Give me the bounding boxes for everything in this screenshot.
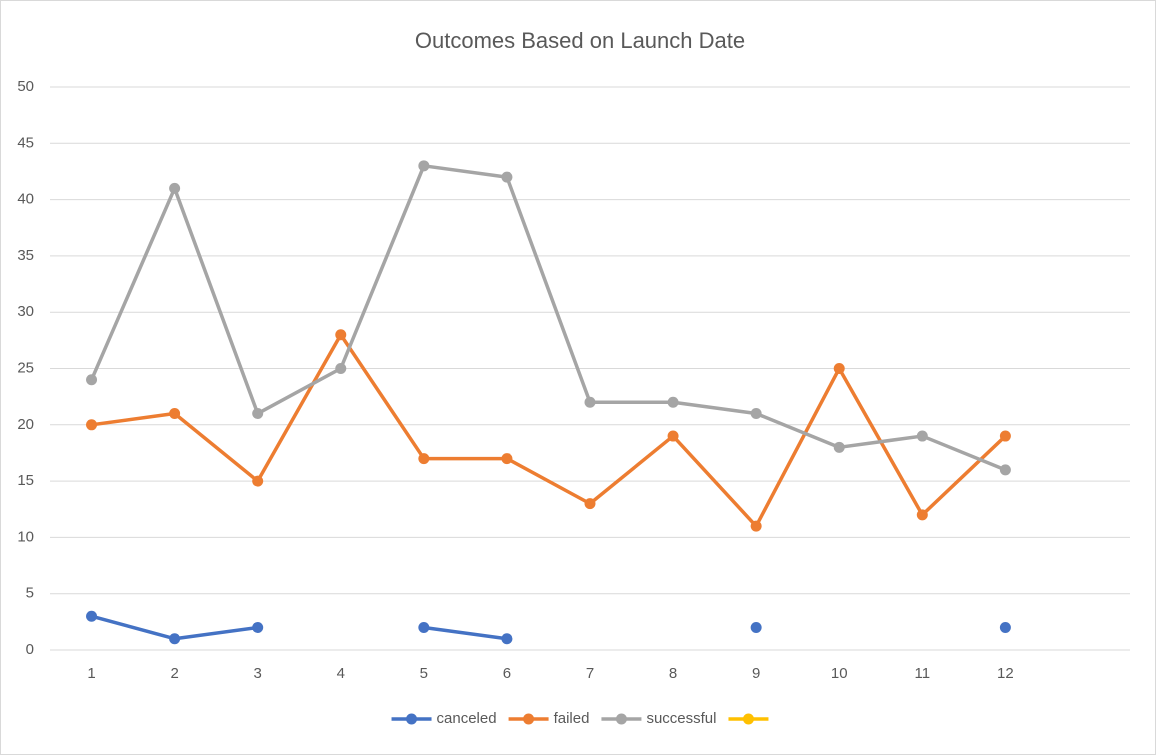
data-point <box>833 441 845 453</box>
x-tick-label: 7 <box>586 665 594 682</box>
data-point <box>584 498 596 510</box>
x-tick-label: 12 <box>997 665 1014 682</box>
data-point <box>916 509 928 521</box>
y-tick-label: 25 <box>17 359 34 376</box>
data-point <box>86 610 98 622</box>
x-tick-label: 3 <box>254 665 262 682</box>
data-point <box>418 160 430 172</box>
y-tick-label: 10 <box>17 528 34 545</box>
legend-marker <box>742 713 754 725</box>
data-point <box>418 621 430 633</box>
y-tick-label: 30 <box>17 303 34 320</box>
legend-label: canceled <box>437 710 497 727</box>
x-tick-label: 4 <box>337 665 345 682</box>
data-point <box>169 633 181 645</box>
x-tick-label: 5 <box>420 665 428 682</box>
data-point <box>667 430 679 442</box>
x-tick-label: 11 <box>915 665 931 682</box>
data-point <box>169 408 181 420</box>
data-point <box>916 430 928 442</box>
y-tick-label: 5 <box>26 585 34 602</box>
y-tick-label: 40 <box>17 191 34 208</box>
data-point <box>252 408 264 420</box>
data-point <box>252 475 264 487</box>
x-tick-label: 9 <box>752 665 760 682</box>
data-point <box>86 374 98 386</box>
x-tick-label: 6 <box>503 665 511 682</box>
x-tick-label: 2 <box>170 665 178 682</box>
data-point <box>584 396 596 408</box>
data-point <box>750 520 762 532</box>
data-point <box>169 182 181 194</box>
data-point <box>501 633 513 645</box>
x-tick-label: 1 <box>87 665 95 682</box>
data-point <box>750 408 762 420</box>
data-point <box>667 396 679 408</box>
y-tick-label: 45 <box>17 134 34 151</box>
data-point <box>252 621 264 633</box>
data-point <box>999 621 1011 633</box>
y-tick-label: 0 <box>26 641 34 658</box>
data-point <box>833 363 845 374</box>
data-point <box>418 453 430 465</box>
x-tick-label: 8 <box>669 665 677 682</box>
data-point <box>335 329 347 341</box>
y-tick-label: 20 <box>17 416 34 433</box>
chart-title: Outcomes Based on Launch Date <box>415 28 745 53</box>
data-point <box>750 621 762 633</box>
y-tick-label: 50 <box>17 78 34 95</box>
legend-marker <box>523 713 535 725</box>
data-point <box>86 419 98 431</box>
data-point <box>501 453 513 465</box>
data-point <box>501 171 513 183</box>
data-point <box>999 430 1011 442</box>
series-line <box>89 164 1007 472</box>
data-point <box>335 363 347 374</box>
legend-marker <box>615 713 627 725</box>
y-tick-label: 35 <box>17 247 34 264</box>
legend-marker <box>406 713 418 725</box>
legend-label: successful <box>646 710 716 727</box>
data-point <box>999 464 1011 476</box>
y-tick-label: 15 <box>17 472 34 489</box>
legend-label: failed <box>554 710 590 727</box>
x-tick-label: 10 <box>831 665 848 682</box>
series-line <box>91 332 1007 528</box>
